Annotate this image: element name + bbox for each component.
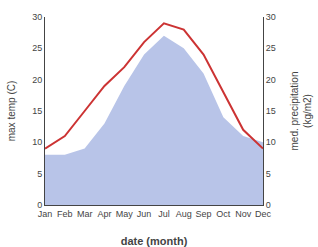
svg-text:0: 0 (266, 200, 271, 210)
svg-text:Jul: Jul (158, 209, 170, 219)
svg-text:Jun: Jun (137, 209, 152, 219)
svg-text:20: 20 (266, 75, 276, 85)
svg-text:Feb: Feb (57, 209, 73, 219)
svg-text:30: 30 (32, 12, 42, 22)
svg-text:max temp (C): max temp (C) (6, 81, 17, 142)
svg-text:Mar: Mar (77, 209, 93, 219)
svg-text:15: 15 (266, 106, 276, 116)
svg-text:Apr: Apr (97, 209, 111, 219)
svg-text:0: 0 (37, 200, 42, 210)
svg-text:May: May (116, 209, 134, 219)
svg-text:10: 10 (266, 137, 276, 147)
svg-text:Sep: Sep (196, 209, 212, 219)
svg-text:Oct: Oct (216, 209, 231, 219)
svg-text:25: 25 (266, 43, 276, 53)
svg-text:10: 10 (32, 137, 42, 147)
svg-text:15: 15 (32, 106, 42, 116)
svg-text:Dec: Dec (255, 209, 272, 219)
svg-text:Aug: Aug (176, 209, 192, 219)
svg-text:date (month): date (month) (121, 235, 188, 247)
svg-text:Nov: Nov (235, 209, 252, 219)
svg-text:5: 5 (266, 169, 271, 179)
svg-text:Jan: Jan (38, 209, 53, 219)
svg-text:5: 5 (37, 169, 42, 179)
svg-text:20: 20 (32, 75, 42, 85)
svg-text:med. precipitation(kg/m2): med. precipitation(kg/m2) (289, 72, 313, 151)
svg-text:30: 30 (266, 12, 276, 22)
svg-text:25: 25 (32, 43, 42, 53)
